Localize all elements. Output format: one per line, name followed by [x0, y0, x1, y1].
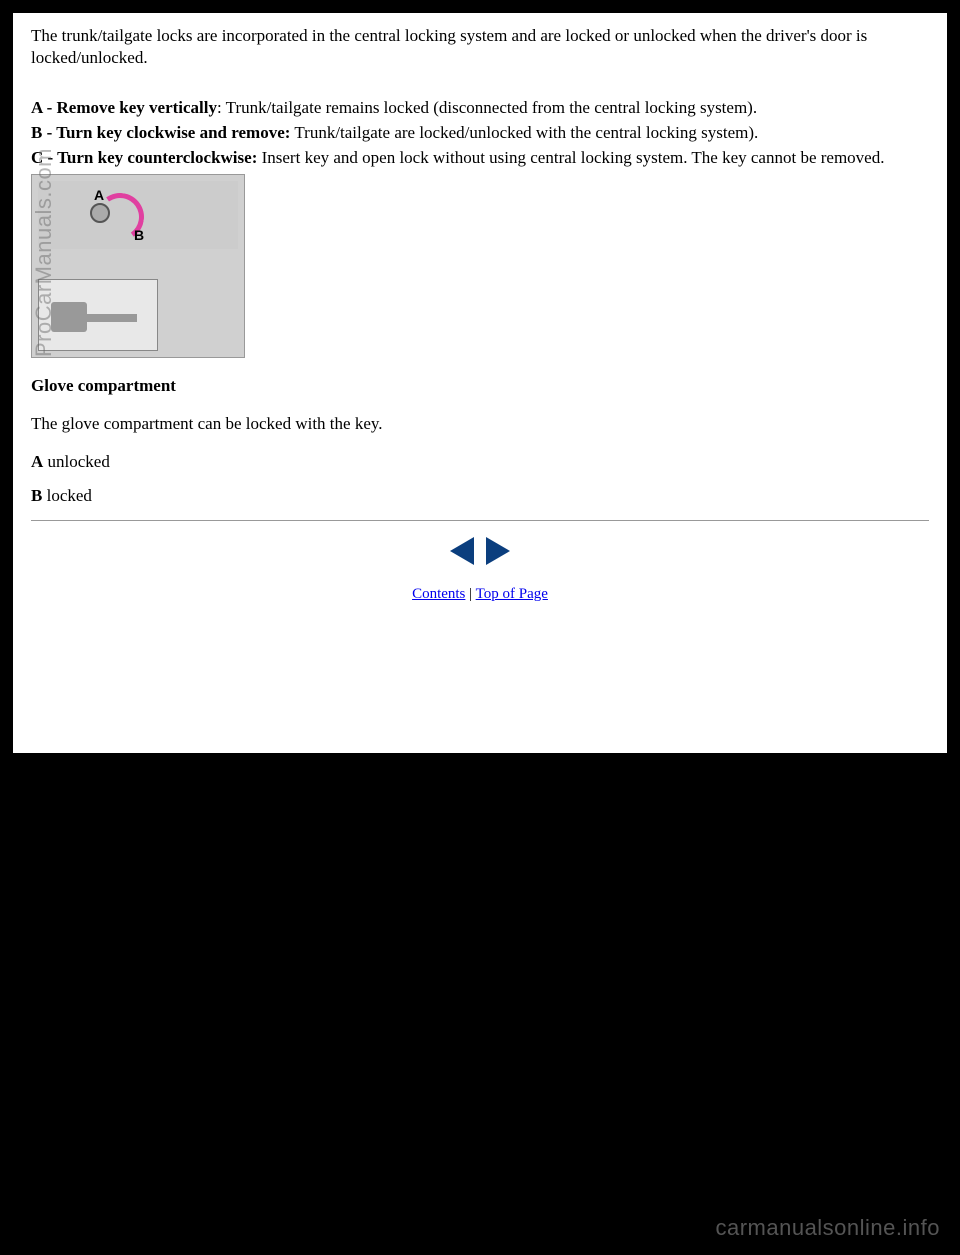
next-arrow-icon[interactable]: [486, 535, 512, 567]
instruction-a-text: : Trunk/tailgate remains locked (disconn…: [217, 98, 757, 117]
instruction-b-bold: B - Turn key clockwise and remove:: [31, 123, 290, 142]
glove-state-a: A unlocked: [31, 452, 929, 472]
top-of-page-link[interactable]: Top of Page: [476, 586, 548, 602]
glove-a-bold: A: [31, 452, 43, 471]
key-instruction-c: C - Turn key counterclockwise: Insert ke…: [31, 147, 929, 170]
footer-separator: |: [465, 586, 475, 602]
glove-state-b: B locked: [31, 486, 929, 506]
divider: [31, 520, 929, 521]
watermark-bottom: carmanualsonline.info: [715, 1215, 940, 1241]
instruction-b-text: Trunk/tailgate are locked/unlocked with …: [290, 123, 758, 142]
illustration-label-b: B: [134, 227, 144, 243]
glove-heading: Glove compartment: [31, 376, 929, 396]
contents-link[interactable]: Contents: [412, 586, 465, 602]
nav-arrows: [31, 535, 929, 572]
lock-illustration: A B: [31, 174, 245, 358]
key-instruction-b: B - Turn key clockwise and remove: Trunk…: [31, 122, 929, 145]
footer-links: Contents | Top of Page: [31, 586, 929, 603]
key-instruction-a: A - Remove key vertically: Trunk/tailgat…: [31, 97, 929, 120]
key-illustration-icon: [38, 279, 158, 351]
glove-b-bold: B: [31, 486, 42, 505]
glove-a-text: unlocked: [43, 452, 110, 471]
intro-paragraph: The trunk/tailgate locks are incorporate…: [31, 25, 929, 69]
instruction-c-bold: C - Turn key counterclockwise:: [31, 148, 257, 167]
instruction-c-text: Insert key and open lock without using c…: [257, 148, 884, 167]
prev-arrow-icon[interactable]: [448, 535, 474, 567]
instruction-a-bold: A - Remove key vertically: [31, 98, 217, 117]
glove-body: The glove compartment can be locked with…: [31, 414, 929, 434]
page-container: The trunk/tailgate locks are incorporate…: [13, 13, 947, 753]
glove-b-text: locked: [42, 486, 92, 505]
illustration-label-a: A: [94, 187, 104, 203]
